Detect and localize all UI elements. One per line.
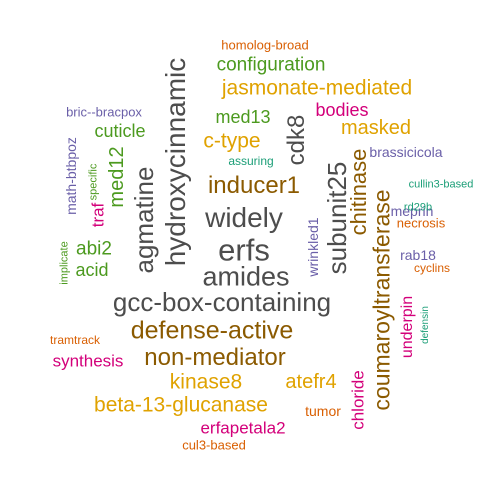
- word-cul3-based: cul3-based: [182, 437, 246, 453]
- word-gcc-box-containing: gcc-box-containing: [112, 287, 332, 317]
- word-med13: med13: [215, 107, 271, 127]
- word-synthesis: synthesis: [52, 351, 124, 371]
- word-specific: specific: [87, 163, 100, 201]
- word-inducer1: inducer1: [207, 172, 301, 199]
- word-tramtrack: tramtrack: [49, 333, 101, 347]
- word-rd29b: rd29b: [403, 201, 433, 214]
- word-assuring: assuring: [228, 154, 274, 168]
- word-necrosis: necrosis: [396, 215, 446, 231]
- word-chitinase: chitinase: [346, 148, 371, 236]
- word-amides: amides: [202, 261, 290, 292]
- word-masked: masked: [340, 117, 412, 139]
- word-kinase8: kinase8: [169, 370, 243, 394]
- word-chloride: chloride: [348, 370, 368, 430]
- word-non-mediator: non-mediator: [144, 344, 286, 371]
- word-wrinkled1: wrinkled1: [305, 217, 321, 277]
- word-beta-13-glucanase: beta-13-glucanase: [94, 393, 268, 417]
- word-defense-active: defense-active: [130, 316, 294, 345]
- word-coumaroyltransferase: coumaroyltransferase: [368, 189, 395, 411]
- word-cullin3-based: cullin3-based: [408, 178, 474, 191]
- word-atefr4: atefr4: [285, 371, 337, 393]
- word-cdk8: cdk8: [283, 114, 310, 166]
- word-underpin: underpin: [399, 295, 416, 359]
- word-configuration: configuration: [216, 54, 326, 76]
- word-hydroxycinnamic: hydroxycinnamic: [160, 57, 191, 267]
- word-bodies: bodies: [315, 100, 369, 120]
- word-agmatine: agmatine: [129, 166, 159, 274]
- word-brassicicola: brassicicola: [369, 144, 443, 160]
- word-implicate: implicate: [58, 241, 71, 285]
- word-acid: acid: [75, 260, 109, 280]
- word-homolog-broad: homolog-broad: [221, 37, 309, 53]
- word-tumor: tumor: [305, 403, 341, 419]
- word-jasmonate-mediated: jasmonate-mediated: [221, 76, 413, 100]
- word-erfs: erfs: [218, 232, 270, 268]
- word-cyclins: cyclins: [413, 261, 451, 275]
- word-meprin: meprin: [390, 203, 434, 219]
- word-math-btbpoz: math-btbpoz: [63, 137, 79, 215]
- word-cuticle: cuticle: [94, 121, 146, 141]
- word-traf: traf: [88, 202, 108, 228]
- word-bric-bracpox: bric--bracpox: [66, 104, 142, 120]
- word-rab18: rab18: [400, 247, 436, 263]
- word-widely: widely: [205, 202, 283, 233]
- word-abi2: abi2: [76, 238, 112, 260]
- word-defensin: defensin: [420, 306, 431, 344]
- word-c-type: c-type: [203, 129, 261, 153]
- word-med12: med12: [106, 146, 128, 208]
- word-erfapetala2: erfapetala2: [200, 418, 286, 438]
